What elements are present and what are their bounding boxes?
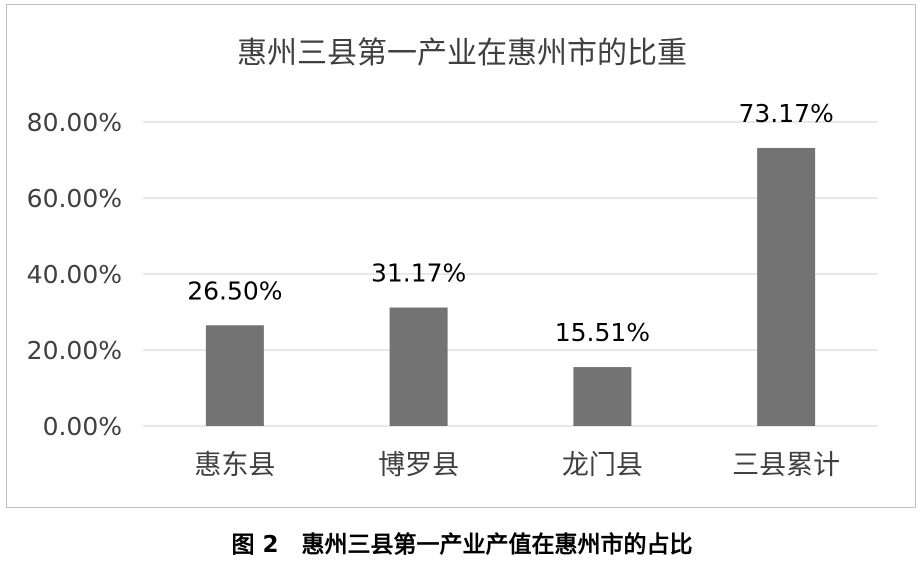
y-axis-tick-labels: 0.00% 20.00% 40.00% 60.00% 80.00%: [27, 108, 122, 441]
x-category-label: 三县累计: [732, 450, 840, 481]
chart-title: 惠州三县第一产业在惠州市的比重: [237, 36, 687, 71]
bar: [205, 325, 264, 426]
bar: [757, 147, 816, 427]
data-labels: 26.50% 31.17% 15.51% 73.17%: [187, 99, 834, 347]
y-tick-label: 60.00%: [27, 184, 122, 213]
data-label: 31.17%: [371, 259, 466, 288]
bar: [389, 307, 448, 426]
x-category-label: 龙门县: [562, 450, 643, 481]
y-tick-label: 80.00%: [27, 108, 122, 137]
data-label: 15.51%: [555, 318, 650, 347]
x-category-label: 惠东县: [194, 450, 275, 481]
x-category-label: 博罗县: [378, 450, 459, 481]
x-axis-category-labels: 惠东县 博罗县 龙门县 三县累计: [194, 450, 840, 481]
y-tick-label: 20.00%: [27, 336, 122, 365]
data-label: 73.17%: [738, 99, 833, 128]
bar: [573, 367, 632, 426]
bars: [205, 147, 816, 427]
data-label: 26.50%: [187, 276, 282, 305]
gridlines: [143, 121, 878, 427]
figure-caption: 图 2 惠州三县第一产业产值在惠州市的占比: [231, 532, 693, 558]
bar-chart: 惠州三县第一产业在惠州市的比重 0.00% 20.00% 40.00% 60.00% 8…: [27, 36, 878, 481]
y-tick-label: 40.00%: [27, 260, 122, 289]
y-tick-label: 0.00%: [43, 412, 122, 441]
